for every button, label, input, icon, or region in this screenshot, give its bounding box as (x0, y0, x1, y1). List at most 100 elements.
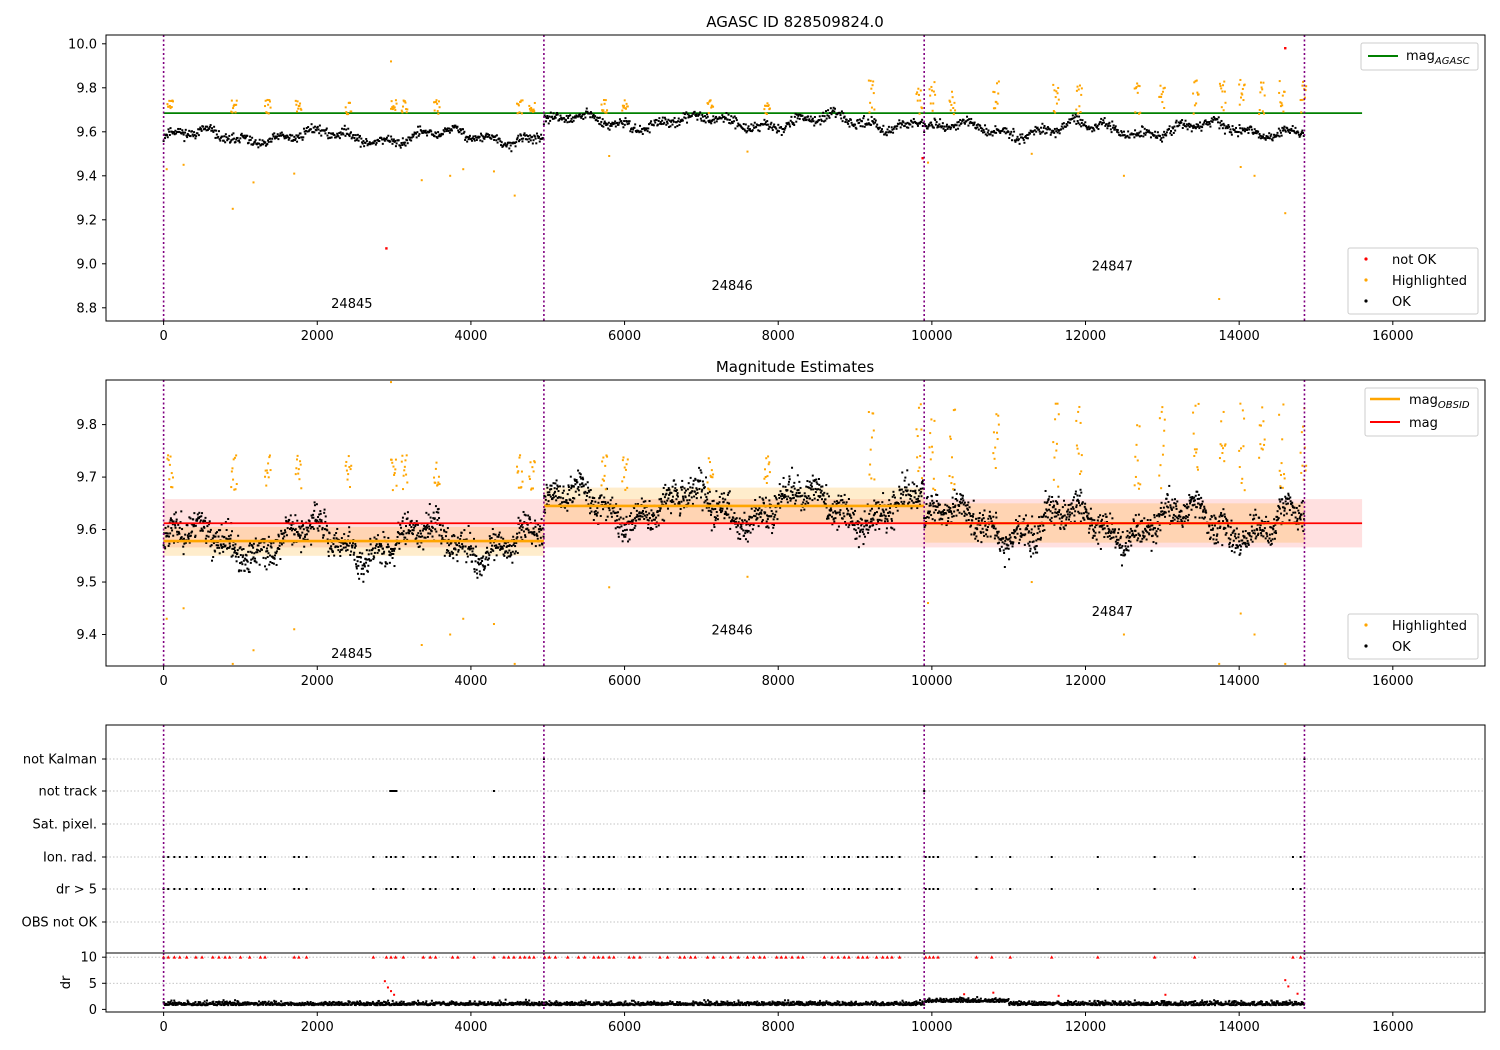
highlighted-point (1075, 108, 1078, 111)
ok-point (645, 516, 648, 519)
ok-point (291, 543, 294, 546)
ok-point (1033, 532, 1036, 535)
ok-point (306, 538, 309, 541)
ok-point (446, 527, 449, 530)
ok-point (1031, 541, 1034, 544)
ok-point (171, 529, 174, 532)
ok-point (1297, 131, 1300, 134)
ok-point (658, 117, 661, 120)
highlighted-point (295, 103, 298, 106)
ok-point (180, 132, 183, 135)
ok-point (1286, 502, 1289, 505)
ok-point (1169, 132, 1172, 135)
ok-point (1247, 132, 1250, 135)
ok-point (218, 552, 221, 555)
ok-point (361, 567, 364, 570)
ok-point (884, 515, 887, 518)
ok-point (730, 508, 733, 511)
ok-point (682, 499, 685, 502)
ok-point (959, 502, 962, 505)
ok-point (945, 123, 948, 126)
ok-point (524, 534, 527, 537)
ok-point (1107, 527, 1110, 530)
ok-point (1067, 508, 1070, 511)
ok-point (474, 554, 477, 557)
ok-point (583, 112, 586, 115)
ok-point (961, 501, 964, 504)
ok-point (1247, 543, 1250, 546)
ok-point (429, 516, 432, 519)
highlighted-point (1280, 102, 1283, 105)
ok-point (351, 136, 354, 139)
ok-point (345, 543, 348, 546)
ok-point (674, 126, 677, 129)
ok-point (742, 123, 745, 126)
ok-point (1174, 502, 1177, 505)
highlighted-point (1197, 93, 1200, 96)
ok-point (219, 139, 222, 142)
ok-point (949, 128, 952, 131)
ok-point (778, 496, 781, 499)
ok-point (1109, 532, 1112, 535)
ok-point (723, 115, 726, 118)
ok-point (723, 492, 726, 495)
ok-point (759, 124, 762, 127)
ok-point (993, 525, 996, 528)
ok-point (865, 123, 868, 126)
ok-point (313, 504, 316, 507)
ok-point (847, 120, 850, 123)
ok-point (701, 113, 704, 116)
highlighted-point (1259, 81, 1262, 84)
ok-point (914, 492, 917, 495)
ok-point (491, 544, 494, 547)
ok-point (1011, 134, 1014, 137)
ok-point (275, 136, 278, 139)
ok-point (237, 555, 240, 558)
ok-point (1174, 498, 1177, 501)
ok-point (363, 565, 366, 568)
ok-point (402, 530, 405, 533)
ok-point (1019, 532, 1022, 535)
ok-point (510, 150, 513, 153)
ok-point (1135, 134, 1138, 137)
ok-point (400, 526, 403, 529)
ok-point (539, 137, 542, 140)
ok-point (640, 497, 643, 500)
ok-point (852, 523, 855, 526)
ok-point (641, 515, 644, 518)
ok-point (1047, 498, 1050, 501)
ok-point (1283, 507, 1286, 510)
ok-point (1019, 528, 1022, 531)
highlighted-point (1263, 112, 1266, 115)
ok-point (647, 519, 650, 522)
ok-point (417, 125, 420, 128)
ok-point (375, 543, 378, 546)
ok-point (873, 499, 876, 502)
highlighted-point (709, 99, 712, 102)
ok-point (480, 557, 483, 560)
ok-point (1234, 532, 1237, 535)
highlighted-point (420, 179, 423, 182)
ok-point (511, 561, 514, 564)
ok-point (1003, 565, 1006, 568)
ok-point (787, 121, 790, 124)
ok-point (340, 133, 343, 136)
ok-point (1236, 131, 1239, 134)
ok-point (367, 564, 370, 567)
ok-point (319, 512, 322, 515)
ok-point (496, 141, 499, 144)
ok-point (579, 476, 582, 479)
ok-point (1091, 518, 1094, 521)
ok-point (212, 542, 215, 545)
ok-point (170, 519, 173, 522)
ok-point (262, 546, 265, 549)
ok-point (613, 512, 616, 515)
ok-point (1180, 518, 1183, 521)
ok-point (469, 553, 472, 556)
ok-point (921, 487, 924, 490)
ok-point (342, 133, 345, 136)
ok-point (836, 528, 839, 531)
ok-point (701, 488, 704, 491)
highlighted-point (169, 107, 172, 110)
ok-point (218, 546, 221, 549)
